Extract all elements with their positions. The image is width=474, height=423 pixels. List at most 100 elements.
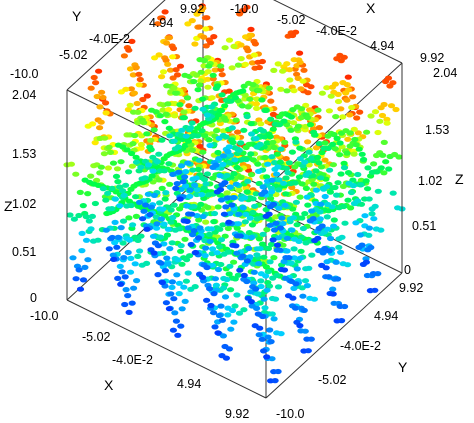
surface-point [229,195,237,201]
surface-point [257,278,265,284]
surface-point [259,128,267,134]
surface-point [310,126,318,132]
surface-point [305,265,313,271]
surface-point [97,164,105,170]
surface-point [256,141,264,147]
surface-point [230,259,238,265]
surface-point [337,171,345,177]
surface-point [82,214,90,220]
surface-point [188,18,196,24]
surface-point [277,86,285,92]
surface-point [194,133,202,139]
surface-point [383,120,391,126]
surface-point [331,146,339,152]
surface-point [84,257,92,263]
surface-point [251,41,259,47]
surface-point [347,205,355,211]
surface-point [331,81,339,87]
surface-point [234,129,242,135]
surface-point [339,114,347,120]
surface-point [260,254,268,260]
surface-point [210,310,218,316]
surface-point [233,225,241,231]
surface-point [376,118,384,124]
surface-point [290,255,298,261]
surface-point [275,187,283,193]
surface-point [268,154,276,160]
surface-point [331,199,339,206]
surface-point [66,212,74,218]
surface-point [128,38,136,45]
surface-point [249,196,257,202]
surface-point [182,183,190,189]
surface-point [225,346,233,352]
surface-point [203,171,212,177]
surface-point [263,227,271,233]
surface-point [303,283,311,289]
surface-point [202,219,210,225]
surface-point [341,220,349,226]
surface-point [380,139,388,145]
surface-point [177,323,185,329]
y-axis-title-top: Y [72,8,82,24]
surface-point [330,217,338,223]
y-tick-front-4: 9.92 [399,281,423,295]
surface-point [170,138,178,144]
surface-point [354,130,362,136]
surface-point [224,225,232,232]
z-tick-right-1: 0.51 [412,219,436,233]
surface-point [269,201,278,207]
surface-point [174,144,182,150]
surface-point [149,233,158,239]
surface-point [279,242,287,248]
surface-point [341,303,349,310]
surface-point [282,156,290,162]
surface-point [140,120,148,126]
x-tick-top-4: 9.92 [420,51,444,65]
surface-point [270,255,278,261]
surface-point [185,103,193,109]
surface-point [187,241,195,248]
x-tick-front-3: 4.94 [177,377,201,391]
surface-point [296,50,304,56]
surface-point [180,109,188,115]
surface-point [114,275,122,281]
surface-point [150,192,158,198]
surface-point [174,332,182,338]
surface-point [91,200,99,207]
surface-point [169,45,178,52]
surface-point [172,318,180,324]
surface-point [340,54,348,60]
surface-point [260,296,268,302]
surface-point [249,209,257,216]
surface-point [321,140,329,146]
surface-point [338,234,346,240]
surface-point [261,189,269,195]
surface-point [292,139,300,145]
surface-point [268,311,276,317]
surface-point [265,211,273,217]
surface-point [268,189,276,195]
surface-point [292,199,300,205]
surface-point [235,211,243,217]
surface-point [212,282,220,288]
surface-point [222,204,230,210]
surface-point [210,291,218,297]
surface-point [189,167,197,173]
surface-point [240,272,248,278]
surface-point [296,323,304,329]
surface-point [274,164,282,170]
surface-point [186,187,194,193]
surface-point [224,249,233,255]
surface-point [278,215,286,221]
surface-point [242,156,250,163]
surface-point [105,246,113,252]
surface-point [224,312,232,318]
surface-point [295,238,303,244]
surface-point [199,213,207,220]
surface-point [262,273,270,279]
surface-point [343,150,351,156]
x-tick-front-0: -10.0 [30,309,59,323]
surface-point [227,326,235,332]
surface-point [177,248,185,254]
